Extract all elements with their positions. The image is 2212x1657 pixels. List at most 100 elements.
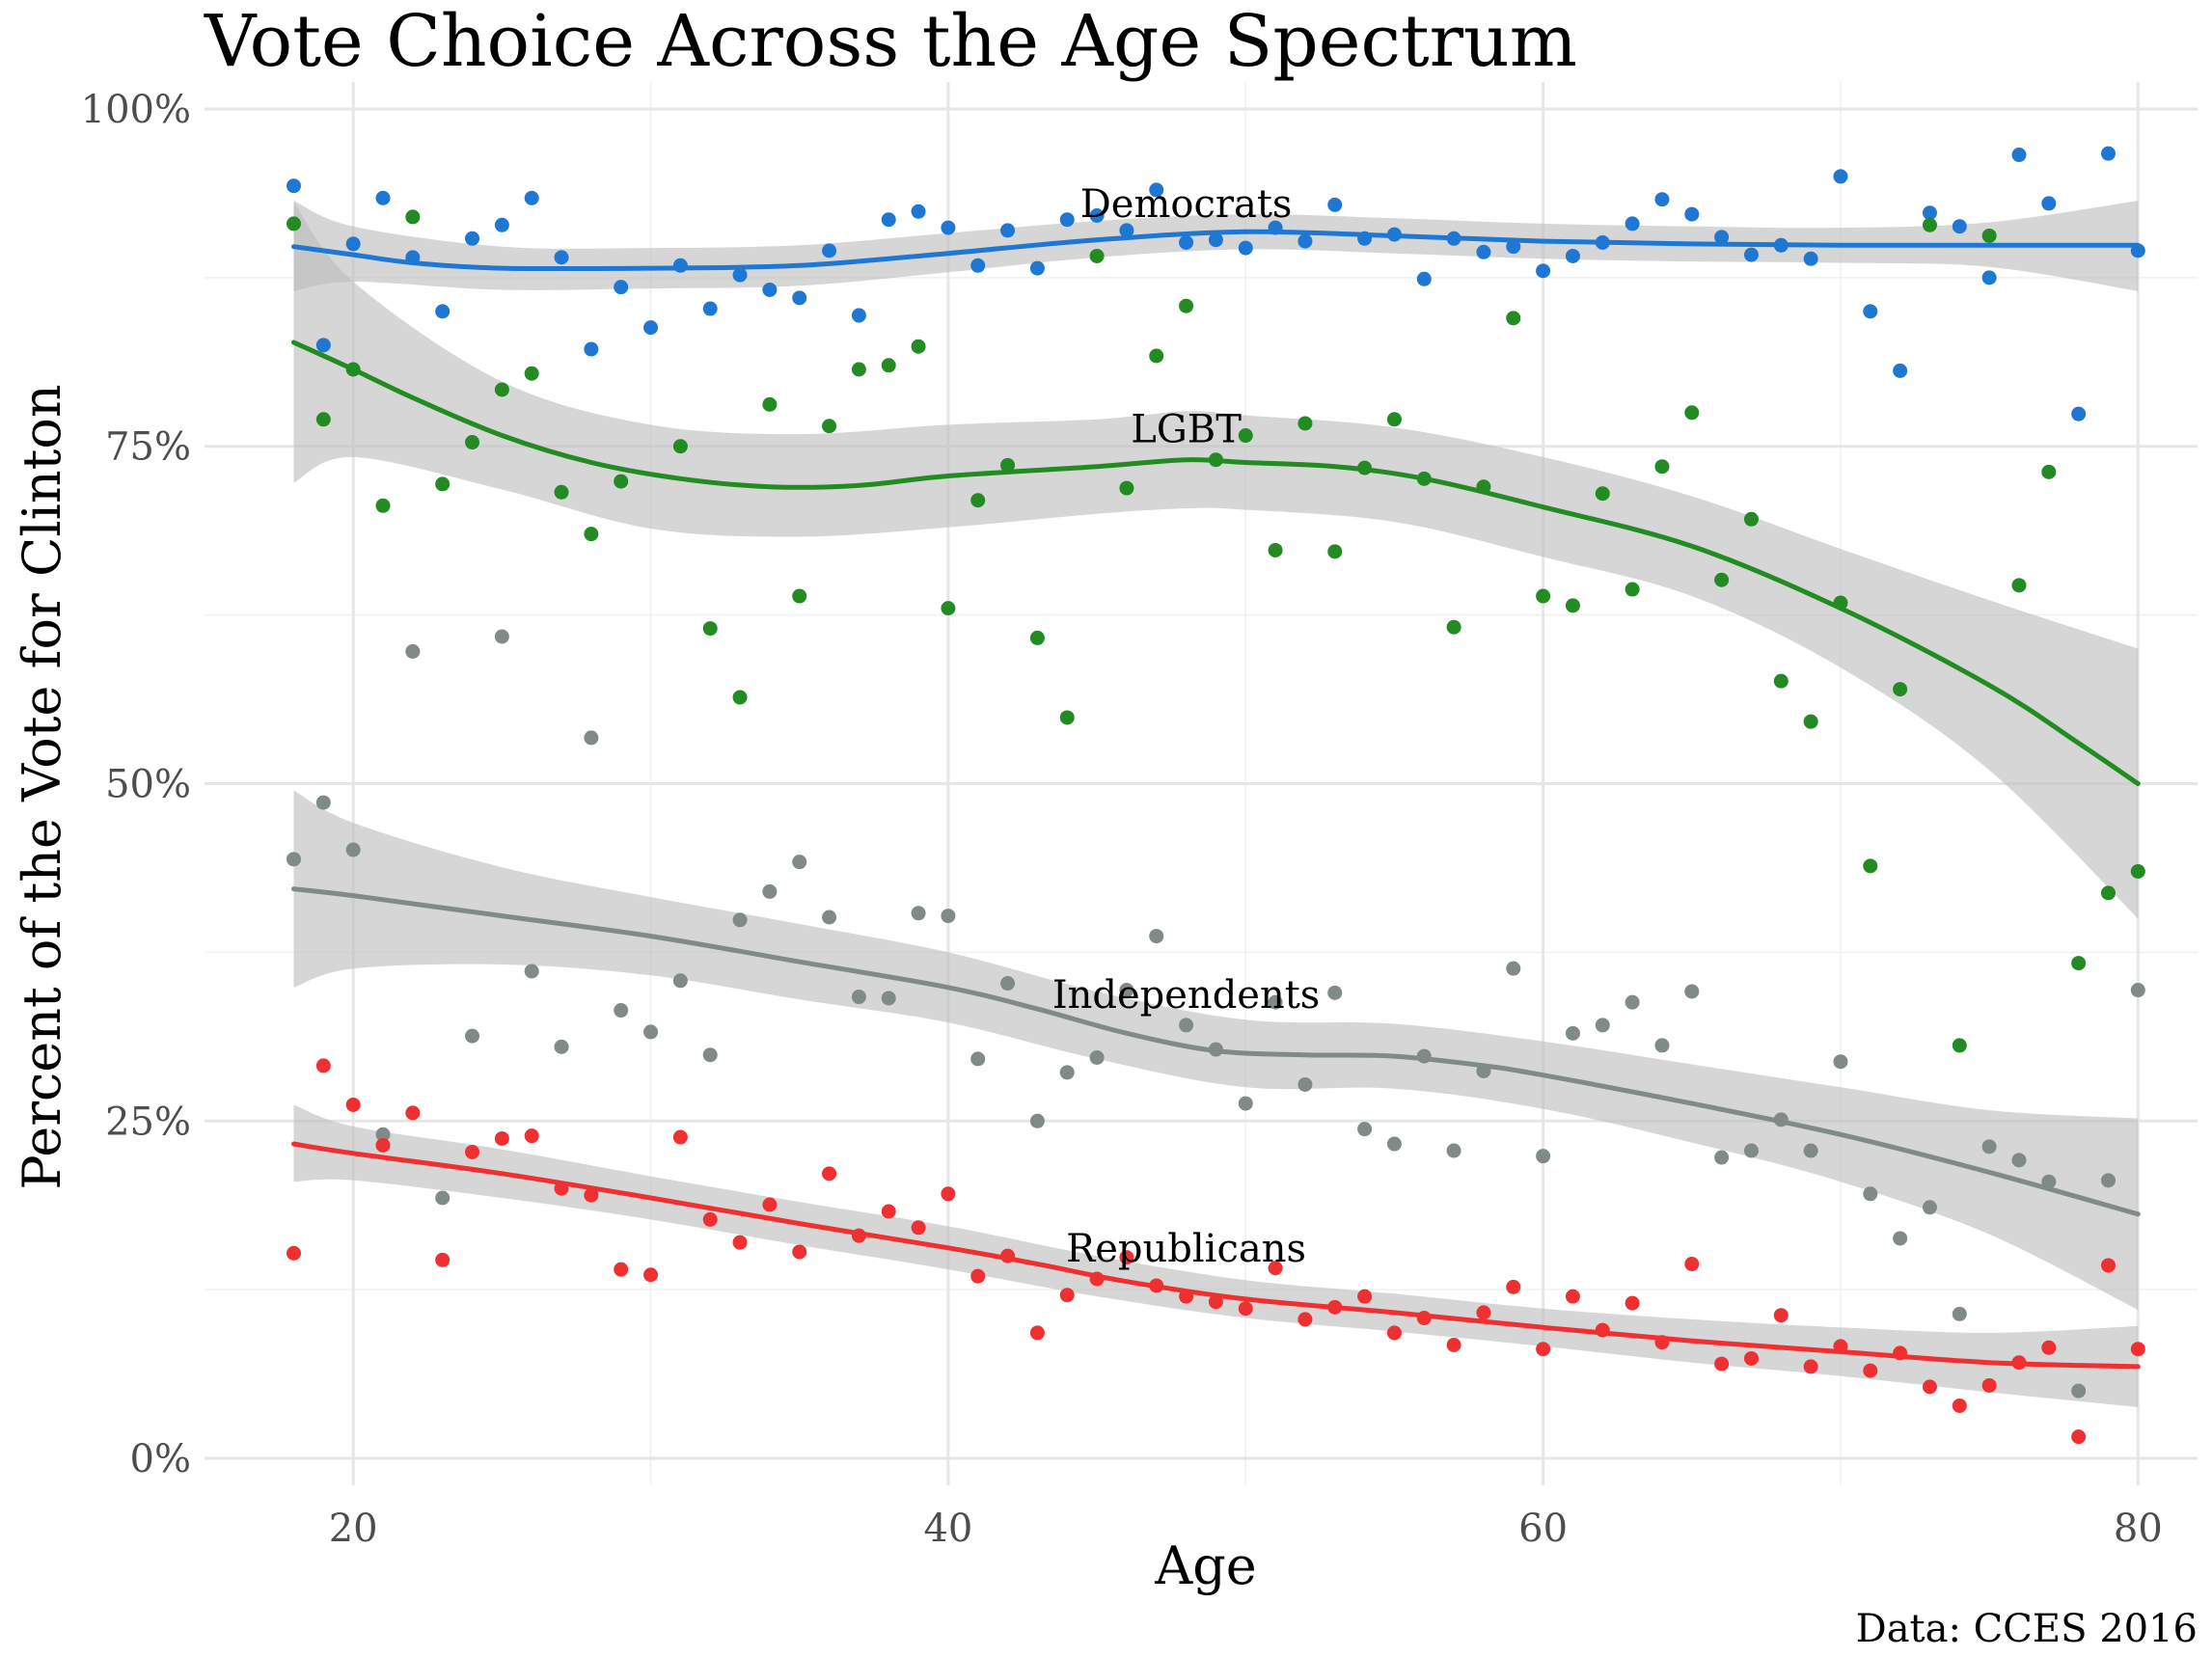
democrats-point <box>287 178 302 194</box>
independents-point <box>1952 1306 1967 1321</box>
lgbt-point <box>1803 714 1818 729</box>
republicans-point <box>1922 1379 1937 1395</box>
lgbt-point <box>524 366 539 381</box>
lgbt-fit-line <box>291 340 2141 786</box>
independents-point <box>2011 1153 2027 1168</box>
democrats-fit-line <box>291 229 2141 272</box>
independents-point <box>1714 1150 1730 1165</box>
democrats-point <box>1981 270 1997 285</box>
republicans-point <box>643 1267 659 1283</box>
democrats-point <box>1029 260 1045 276</box>
republicans-point <box>1863 1363 1878 1378</box>
democrats-point <box>1089 208 1105 224</box>
lgbt-point <box>1684 405 1700 421</box>
democrats-point <box>1833 169 1848 184</box>
y-tick-label: 25% <box>105 1100 191 1144</box>
chart-title: Vote Choice Across the Age Spectrum <box>204 0 1577 83</box>
independents-point <box>643 1024 659 1040</box>
lgbt-point <box>1059 710 1075 725</box>
republicans-point <box>2130 1342 2145 1357</box>
republicans-point <box>1536 1342 1551 1357</box>
independents-point <box>1149 929 1164 944</box>
republicans-fit-line <box>291 1141 2141 1370</box>
independents-point <box>1446 1143 1461 1158</box>
republicans-point <box>494 1130 509 1146</box>
democrats-point <box>1327 197 1343 212</box>
independents-point <box>1625 994 1640 1010</box>
independents-point <box>1119 983 1134 998</box>
independents-point <box>941 909 956 924</box>
republicans-confidence-band <box>293 1104 2139 1407</box>
y-tick-label: 100% <box>81 88 191 132</box>
democrats-point <box>1297 233 1313 249</box>
republicans-point <box>1803 1359 1818 1374</box>
republicans-point <box>941 1186 956 1202</box>
democrats-point <box>1179 234 1194 250</box>
republicans-point <box>287 1245 302 1261</box>
lgbt-point <box>2100 885 2116 901</box>
independents-point <box>1893 1231 1908 1246</box>
lgbt-point <box>1536 588 1551 604</box>
republicans-point <box>1059 1288 1075 1303</box>
independents-point <box>672 973 688 989</box>
independents-point <box>584 730 599 746</box>
y-tick-label: 0% <box>130 1437 191 1481</box>
independents-point <box>732 912 748 928</box>
democrats-point <box>465 231 480 246</box>
lgbt-point <box>1922 217 1937 232</box>
independents-point <box>1981 1139 1997 1154</box>
independents-fit-line <box>291 886 2141 1217</box>
lgbt-point <box>702 621 718 637</box>
republicans-point <box>2071 1429 2087 1445</box>
data-caption: Data: CCES 2016 <box>1856 1607 2198 1651</box>
independents-point <box>1565 1025 1580 1041</box>
lgbt-point <box>1000 457 1016 473</box>
democrats-point <box>1208 232 1223 248</box>
republicans-point <box>911 1220 926 1236</box>
republicans-point <box>1476 1305 1491 1320</box>
lgbt-point <box>2041 464 2057 479</box>
fit-lines <box>291 229 2141 1370</box>
lgbt-point <box>287 216 302 231</box>
democrats-point <box>762 282 778 297</box>
independents-point <box>1536 1149 1551 1164</box>
republicans-point <box>1565 1289 1580 1304</box>
republicans-point <box>881 1204 896 1219</box>
democrats-point <box>911 204 926 219</box>
lgbt-point <box>941 601 956 616</box>
democrats-point <box>494 217 509 232</box>
independents-point <box>2100 1173 2116 1188</box>
republicans-point <box>2100 1258 2116 1273</box>
lgbt-point <box>1714 572 1730 587</box>
lgbt-point <box>465 435 480 450</box>
republicans-point <box>672 1129 688 1145</box>
democrats-point <box>941 220 956 235</box>
lgbt-point <box>762 396 778 412</box>
democrats-point <box>345 236 361 252</box>
republicans-point <box>465 1144 480 1159</box>
independents-point <box>465 1028 480 1044</box>
independents-point <box>287 852 302 867</box>
republicans-point <box>1386 1325 1402 1341</box>
democrats-point <box>1149 182 1164 198</box>
democrats-point <box>614 280 629 295</box>
lgbt-point <box>1773 673 1789 689</box>
lgbt-point <box>1297 416 1313 431</box>
democrats-point <box>1416 271 1432 286</box>
independents-point <box>792 855 807 870</box>
independents-point <box>822 910 837 925</box>
independents-point <box>970 1051 986 1067</box>
independents-point <box>1684 984 1700 999</box>
republicans-point <box>822 1166 837 1182</box>
democrats-series-label: Democrats <box>1080 182 1293 227</box>
independents-point <box>554 1039 569 1054</box>
republicans-point <box>2041 1340 2057 1355</box>
x-axis-title: Age <box>1154 1535 1257 1596</box>
democrats-point <box>1743 247 1759 262</box>
independents-point <box>702 1047 718 1063</box>
lgbt-point <box>1089 248 1105 263</box>
lgbt-point <box>1654 459 1670 475</box>
democrats-point <box>2100 146 2116 161</box>
republicans-series-label: Republicans <box>1066 1227 1306 1271</box>
lgbt-point <box>1595 486 1610 502</box>
